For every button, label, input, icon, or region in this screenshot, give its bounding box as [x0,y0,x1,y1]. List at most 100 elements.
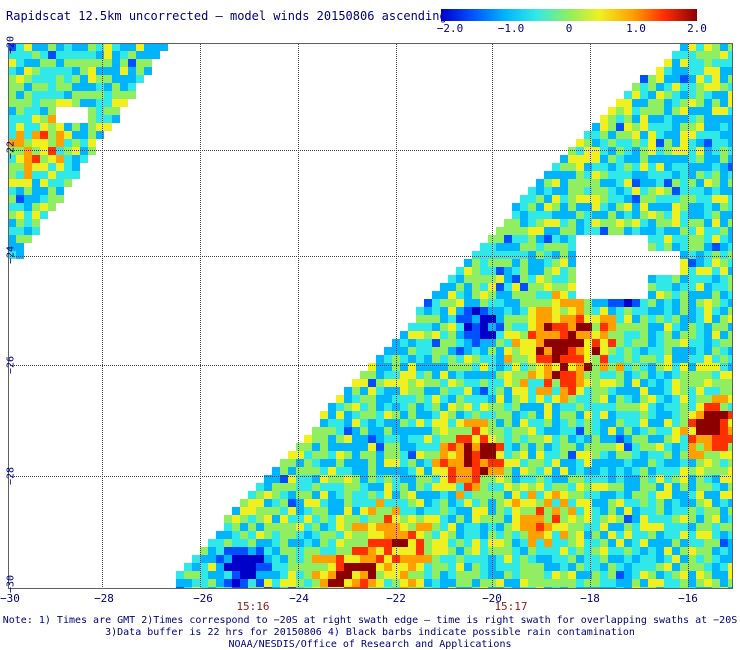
wind-cell [720,379,728,387]
wind-cell [496,459,504,467]
wind-cell [584,507,592,515]
wind-cell [328,515,336,523]
wind-cell [720,243,728,251]
wind-cell [256,531,264,539]
wind-cell [552,531,560,539]
wind-cell [600,123,608,131]
wind-cell [624,411,632,419]
wind-cell [608,515,616,523]
wind-cell [632,403,640,411]
wind-cell [352,403,360,411]
wind-cell [712,371,720,379]
wind-cell [456,499,464,507]
wind-cell [696,187,704,195]
wind-cell [712,299,720,307]
wind-cell [720,355,728,363]
wind-cell [512,435,520,443]
wind-cell [696,67,704,75]
wind-cell [696,235,704,243]
wind-cell [56,91,64,99]
wind-cell [448,339,456,347]
wind-cell [704,251,712,259]
wind-cell [232,507,240,515]
wind-cell [592,395,600,403]
wind-cell [552,435,560,443]
wind-cell [456,379,464,387]
wind-cell [464,507,472,515]
wind-cell [416,459,424,467]
wind-cell [552,459,560,467]
wind-cell [472,539,480,547]
wind-cell [712,211,720,219]
wind-cell [728,275,733,283]
wind-cell [72,67,80,75]
wind-cell [600,395,608,403]
wind-cell [344,427,352,435]
wind-cell [600,163,608,171]
wind-cell [632,347,640,355]
wind-cell [512,315,520,323]
wind-cell [216,587,224,589]
wind-cell [712,115,720,123]
wind-cell [728,219,733,227]
wind-cell [672,435,680,443]
wind-cell [672,75,680,83]
wind-cell [720,547,728,555]
wind-cell [312,587,320,589]
wind-cell [728,83,733,91]
wind-cell [24,171,32,179]
wind-cell [448,451,456,459]
wind-cell [264,531,272,539]
wind-cell [512,483,520,491]
wind-cell [272,507,280,515]
wind-cell [688,411,696,419]
wind-cell [608,363,616,371]
wind-cell [368,531,376,539]
wind-cell [272,523,280,531]
wind-cell [48,187,56,195]
wind-cell [696,427,704,435]
wind-cell [648,499,656,507]
wind-cell [296,499,304,507]
wind-cell [408,459,416,467]
wind-cell [720,467,728,475]
wind-cell [416,547,424,555]
wind-cell [656,347,664,355]
wind-cell [464,339,472,347]
wind-cell [720,75,728,83]
wind-cell [136,43,144,51]
wind-cell [344,579,352,587]
wind-cell [432,339,440,347]
wind-cell [512,283,520,291]
wind-cell [504,283,512,291]
wind-cell [464,443,472,451]
wind-cell [512,203,520,211]
wind-cell [312,579,320,587]
wind-cell [528,571,536,579]
wind-cell [720,67,728,75]
wind-cell [656,475,664,483]
wind-cell [112,115,120,123]
wind-cell [512,451,520,459]
wind-cell [360,539,368,547]
wind-cell [544,515,552,523]
wind-cell [432,307,440,315]
wind-cell [688,235,696,243]
wind-cell [568,371,576,379]
wind-cell [616,435,624,443]
wind-cell [32,163,40,171]
wind-cell [512,235,520,243]
wind-cell [104,115,112,123]
wind-cell [512,363,520,371]
wind-cell [184,587,192,589]
wind-cell [624,571,632,579]
wind-cell [696,195,704,203]
wind-cell [440,451,448,459]
wind-cell [272,571,280,579]
wind-cell [344,403,352,411]
wind-cell [408,363,416,371]
wind-cell [592,523,600,531]
wind-cell [504,387,512,395]
wind-cell [696,107,704,115]
wind-cell [624,195,632,203]
